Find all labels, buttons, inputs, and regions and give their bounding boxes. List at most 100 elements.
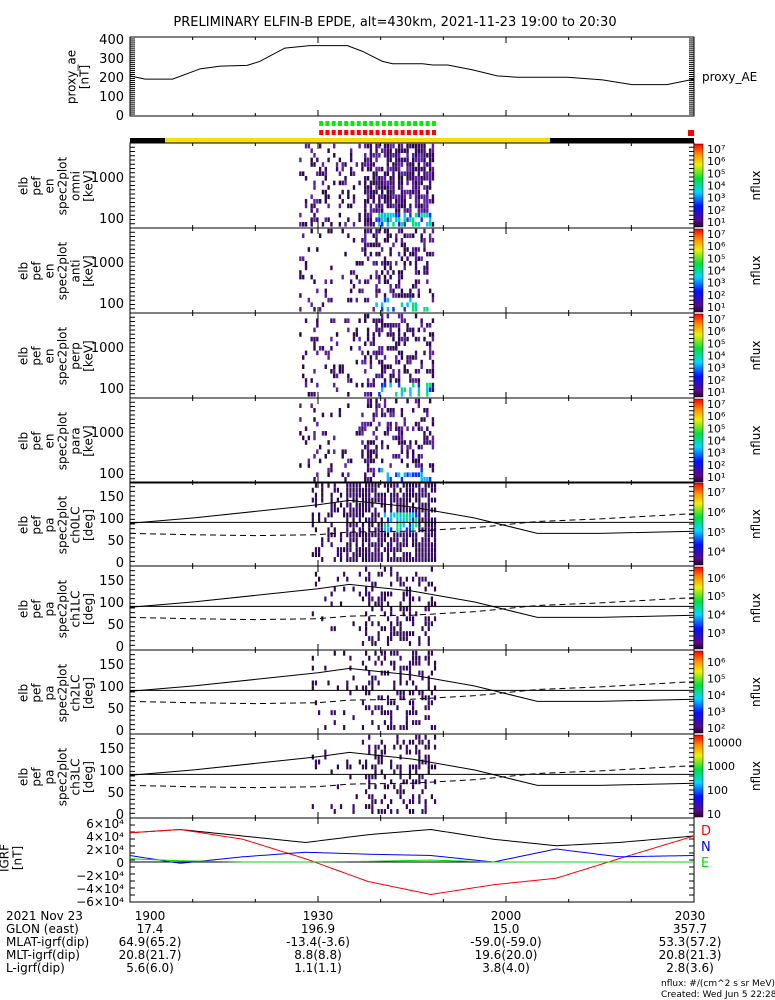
pitch-angle-cell [390,621,393,627]
spectrogram-cell [375,242,378,248]
pitch-angle-cell [333,532,336,538]
spectrogram-cell [304,440,308,445]
science-zone-flag-red [688,130,694,136]
spectrogram-cell [420,426,423,431]
colorbar-label: nflux [749,593,763,623]
pitch-angle-cell [352,497,355,503]
colorbar-tick-label: 10000 [707,736,742,749]
spectrogram-cell [347,472,350,477]
pitch-angle-cell [374,641,377,646]
pitch-angle-cell [380,537,383,543]
spectrogram-cell [428,323,432,328]
y-axis-label: pef [30,515,44,535]
spectrogram-cell [426,261,429,266]
pitch-angle-cell [374,774,377,780]
pitch-angle-cell [430,552,433,557]
pitch-angle-cell [383,522,386,528]
spectrogram-cell [375,143,378,149]
pitch-angle-cell [408,512,412,518]
pitch-angle-cell [390,557,393,562]
pitch-angle-cell [374,552,377,557]
pitch-angle-cell [339,502,343,508]
pitch-angle-cell [371,710,374,716]
pitch-angle-cell [371,764,374,770]
pitch-angle-cell [352,512,355,518]
science-zone-flag-red [431,130,436,135]
pitch-angle-cell [383,670,386,676]
pitch-angle-cell [380,522,383,528]
spectrogram-cell [375,166,378,172]
spectrogram-cell [386,444,390,450]
spectrogram-cell [403,318,406,323]
spectrogram-cell [423,417,426,422]
spectrogram-cell [400,228,404,234]
pitch-angle-cell [368,774,371,780]
pitch-angle-cell [380,532,383,538]
spectrogram-cell [366,327,370,333]
spectrogram-cell [378,318,381,323]
spectrogram-cell [380,208,384,213]
spectrogram-cell [318,444,322,450]
pitch-angle-cell [402,552,405,557]
spectrogram-cell [358,217,361,222]
spectrogram-cell [364,217,367,222]
spectrogram-cell [310,203,313,209]
pitch-angle-cell [412,487,415,493]
pitch-angle-cell [415,542,418,548]
pitch-angle-cell [368,690,371,696]
pitch-angle-cell [399,774,402,780]
pitch-angle-cell [412,739,415,745]
spectrogram-cell [414,251,418,257]
colorbar-label: nflux [749,677,763,707]
pitch-angle-cell [396,571,399,577]
spectrogram-cell [417,189,421,195]
spectrogram-cell [431,157,435,163]
spectrogram-cell [383,143,387,149]
pitch-angle-cell [343,571,346,577]
pitch-angle-cell [399,522,402,528]
spectrogram-cell [372,336,375,342]
pitch-angle-cell [371,804,374,809]
spectrogram-cell [397,148,401,153]
pitch-angle-cell [408,739,412,745]
spectrogram-cell [338,412,342,418]
pitch-angle-cell [402,591,405,597]
spectrogram-cell [400,162,404,167]
colorbar-tick-label: 10⁷ [707,398,725,411]
spectrogram-cell [327,472,330,477]
pitch-angle-cell [327,537,330,543]
pitch-angle-cell [399,764,402,770]
spectrogram-cell [400,194,404,199]
pitch-angle-cell [358,507,361,513]
spectrogram-cell [349,279,353,284]
pitch-angle-cell [408,492,412,498]
pitch-angle-cell [418,670,421,676]
pitch-angle-cell [402,581,405,587]
spectrogram-cell [431,364,435,369]
pitch-angle-cell [430,700,433,706]
spectrogram-cell [420,463,423,468]
pitch-angle-cell [415,522,418,528]
spectrogram-cell [403,217,406,222]
spectrogram-cell [428,431,432,436]
pitch-angle-cell [349,537,352,543]
spectrogram-cell [355,327,358,333]
spectrogram-cell [428,162,432,167]
spectrogram-cell [406,157,409,163]
science-zone-flag-green [331,121,336,126]
pitch-angle-cell [399,532,402,538]
spectrogram-cell [341,369,344,374]
spectrogram-cell [361,261,364,266]
spectrogram-cell [414,307,418,312]
spectrogram-cell [364,426,367,431]
pitch-angle-cell [346,492,349,498]
spectrogram-cell [426,477,429,482]
pitch-angle-cell [365,532,368,538]
y-tick-label: −2×10⁴ [76,869,124,883]
colorbar-label: nflux [749,426,763,456]
spectrogram-cell [426,270,429,275]
spectrogram-cell [417,288,421,294]
spectrogram-cell [423,143,426,149]
pitch-angle-cell [343,725,346,730]
pitch-angle-cell [349,557,352,562]
